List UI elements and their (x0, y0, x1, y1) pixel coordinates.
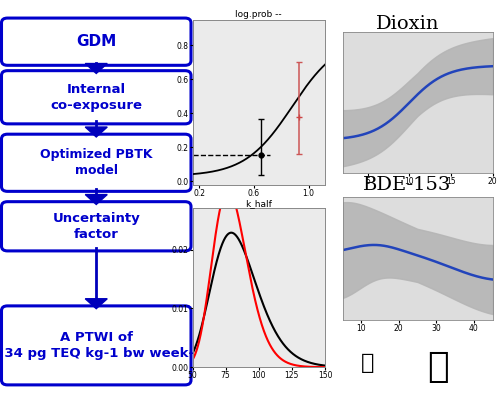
Polygon shape (85, 127, 107, 137)
Text: Optimized PBTK
model: Optimized PBTK model (40, 148, 152, 177)
Text: GDM: GDM (76, 34, 116, 49)
Polygon shape (85, 195, 107, 204)
Text: A PTWI of
4.34 pg TEQ kg-1 bw week-1: A PTWI of 4.34 pg TEQ kg-1 bw week-1 (0, 331, 203, 360)
Title: k_half: k_half (246, 198, 272, 208)
Text: BDE-153: BDE-153 (364, 175, 452, 194)
FancyBboxPatch shape (2, 18, 191, 65)
FancyBboxPatch shape (2, 306, 191, 385)
Polygon shape (85, 64, 107, 73)
Text: Uncertainty
factor: Uncertainty factor (52, 212, 140, 241)
Text: 🤰: 🤰 (426, 350, 448, 384)
Title: log.prob --: log.prob -- (236, 10, 282, 19)
Text: 👶: 👶 (361, 353, 374, 373)
Polygon shape (85, 299, 107, 309)
FancyBboxPatch shape (2, 71, 191, 124)
Text: Internal
co-exposure: Internal co-exposure (50, 83, 142, 112)
FancyBboxPatch shape (2, 202, 191, 251)
Text: Dioxin: Dioxin (376, 15, 440, 33)
FancyBboxPatch shape (2, 134, 191, 191)
